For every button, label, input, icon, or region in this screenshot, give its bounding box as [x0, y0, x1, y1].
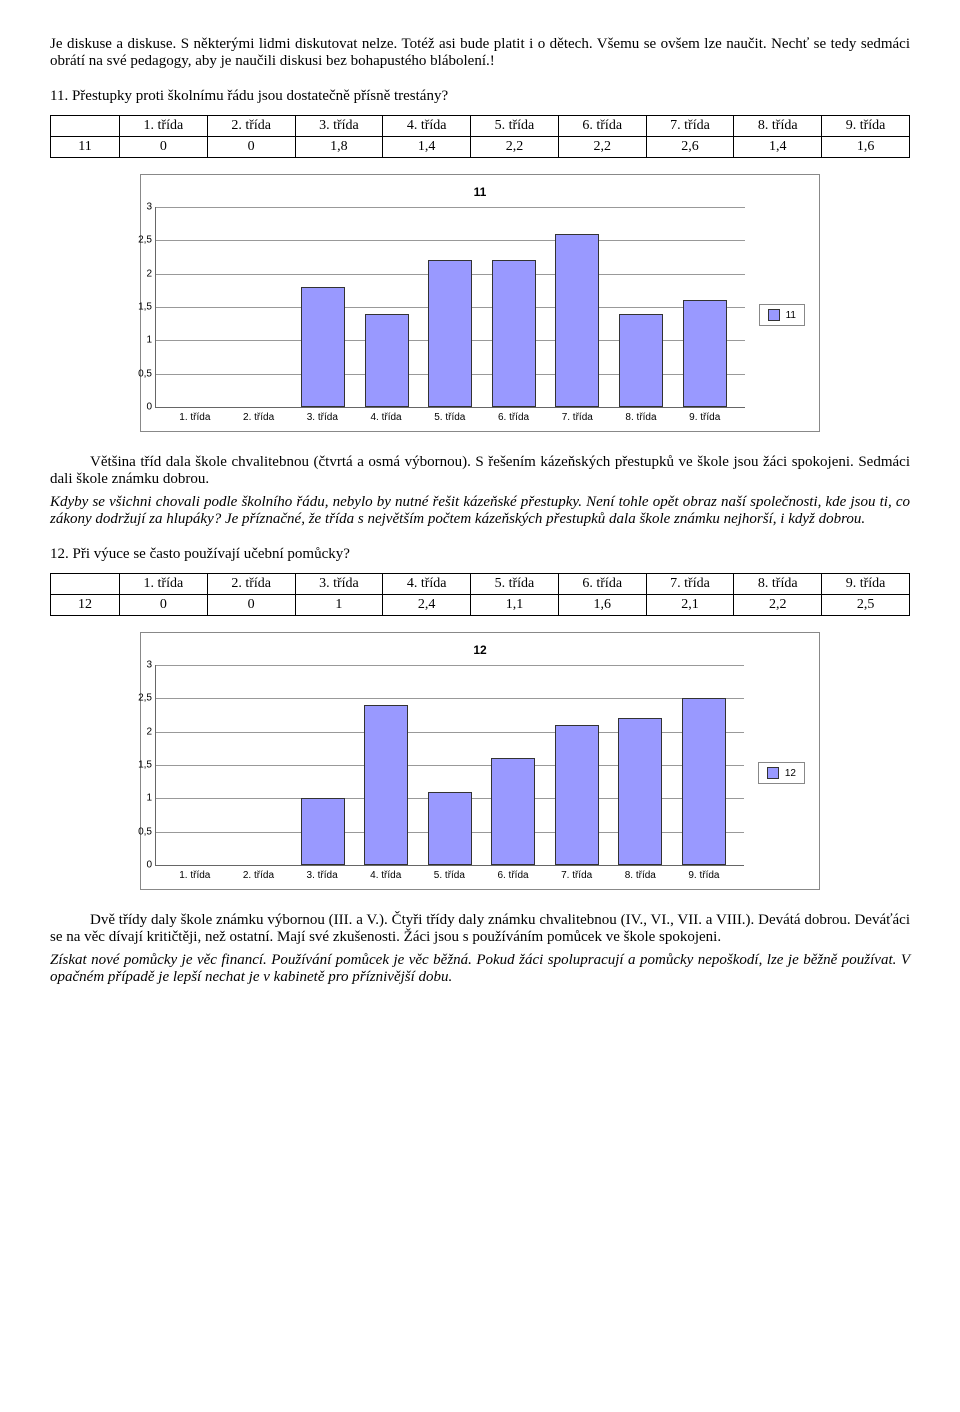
- legend-swatch-icon: [767, 767, 779, 779]
- bar: [555, 725, 599, 865]
- analysis-paragraph: Dvě třídy daly škole známku výbornou (II…: [50, 912, 910, 946]
- chart-title: 11: [155, 185, 805, 199]
- question-12: 12. Při výuce se často používají učební …: [50, 546, 910, 563]
- header-cell: 7. třída: [646, 574, 734, 595]
- cell: 2,2: [734, 595, 822, 616]
- legend-label: 11: [786, 310, 796, 321]
- cell: 1,8: [295, 137, 383, 158]
- bar: [301, 798, 345, 865]
- cell: 0: [207, 137, 295, 158]
- x-axis-label: 3. třída: [300, 870, 344, 881]
- cell: 1,1: [471, 595, 559, 616]
- bar: [492, 260, 536, 407]
- x-axis-label: 6. třída: [492, 412, 536, 423]
- cell: 0: [120, 595, 208, 616]
- cell: 0: [207, 595, 295, 616]
- header-cell: 9. třída: [822, 574, 910, 595]
- chart-12: 12 00,511,522,53 1. třída 2. třída 3. tříd…: [140, 632, 820, 890]
- cell: 2,1: [646, 595, 734, 616]
- cell: 1,4: [383, 137, 471, 158]
- cell: 1,6: [558, 595, 646, 616]
- header-cell: 1. třída: [120, 574, 208, 595]
- header-cell: 6. třída: [558, 574, 646, 595]
- header-cell: 7. třída: [646, 116, 734, 137]
- x-axis-label: 2. třída: [236, 870, 280, 881]
- analysis-paragraph: Většina tříd dala škole chvalitebnou (čt…: [50, 454, 910, 488]
- x-axis-label: 6. třída: [491, 870, 535, 881]
- bar: [301, 287, 345, 407]
- x-axis-label: 3. třída: [300, 412, 344, 423]
- intro-paragraph: Je diskuse a diskuse. S některými lidmi …: [50, 36, 910, 70]
- x-axis-label: 9. třída: [682, 870, 726, 881]
- x-axis-label: 7. třída: [555, 412, 599, 423]
- cell: 2,5: [822, 595, 910, 616]
- x-axis-label: 8. třída: [619, 412, 663, 423]
- chart-xlabels-11: 1. třída 2. třída 3. třída 4. třída 5. třída…: [155, 408, 745, 423]
- bar: [364, 705, 408, 865]
- cell: 1: [295, 595, 383, 616]
- bar: [619, 314, 663, 407]
- header-cell: 2. třída: [207, 116, 295, 137]
- row-label: 12: [51, 595, 120, 616]
- header-cell: 6. třída: [558, 116, 646, 137]
- cell: 1,4: [734, 137, 822, 158]
- row-label: 11: [51, 137, 120, 158]
- x-axis-label: 5. třída: [428, 412, 472, 423]
- cell: 2,4: [383, 595, 471, 616]
- bar: [683, 300, 727, 407]
- chart-legend: 11: [759, 304, 805, 326]
- x-axis-label: 5. třída: [427, 870, 471, 881]
- header-cell: 4. třída: [383, 116, 471, 137]
- legend-swatch-icon: [768, 309, 780, 321]
- legend-label: 12: [785, 768, 796, 779]
- commentary-paragraph: Získat nové pomůcky je věc financí. Použ…: [50, 952, 910, 986]
- cell: 2,6: [646, 137, 734, 158]
- table-header-row: 1. třída 2. třída 3. třída 4. třída 5. t…: [51, 574, 910, 595]
- bar: [428, 792, 472, 865]
- table-header-row: 1. třída 2. třída 3. třída 4. třída 5. t…: [51, 116, 910, 137]
- chart-legend: 12: [758, 762, 805, 784]
- chart-11: 11 00,511,522,53 1. třída 2. třída 3. tříd…: [140, 174, 820, 432]
- bar: [618, 718, 662, 865]
- table-11: 1. třída 2. třída 3. třída 4. třída 5. t…: [50, 115, 910, 158]
- chart-xlabels-12: 1. třída 2. třída 3. třída 4. třída 5. třída…: [155, 866, 744, 881]
- bar: [682, 698, 726, 865]
- chart-plot-11: 00,511,522,53: [155, 207, 745, 408]
- header-cell: 3. třída: [295, 116, 383, 137]
- header-cell: 2. třída: [207, 574, 295, 595]
- cell: 0: [120, 137, 208, 158]
- x-axis-label: 1. třída: [173, 412, 217, 423]
- table-row: 12 0 0 1 2,4 1,1 1,6 2,1 2,2 2,5: [51, 595, 910, 616]
- table-row: 11 0 0 1,8 1,4 2,2 2,2 2,6 1,4 1,6: [51, 137, 910, 158]
- header-empty: [51, 574, 120, 595]
- x-axis-label: 7. třída: [555, 870, 599, 881]
- question-11: 11. Přestupky proti školnímu řádu jsou d…: [50, 88, 910, 105]
- header-cell: 1. třída: [120, 116, 208, 137]
- header-cell: 8. třída: [734, 574, 822, 595]
- header-cell: 8. třída: [734, 116, 822, 137]
- bar: [428, 260, 472, 407]
- header-cell: 5. třída: [471, 116, 559, 137]
- header-empty: [51, 116, 120, 137]
- table-12: 1. třída 2. třída 3. třída 4. třída 5. t…: [50, 573, 910, 616]
- bar: [491, 758, 535, 865]
- header-cell: 4. třída: [383, 574, 471, 595]
- header-cell: 9. třída: [822, 116, 910, 137]
- x-axis-label: 1. třída: [173, 870, 217, 881]
- x-axis-label: 4. třída: [364, 870, 408, 881]
- bar: [555, 234, 599, 407]
- bar: [365, 314, 409, 407]
- chart-plot-12: 00,511,522,53: [155, 665, 744, 866]
- cell: 1,6: [822, 137, 910, 158]
- cell: 2,2: [471, 137, 559, 158]
- cell: 2,2: [558, 137, 646, 158]
- x-axis-label: 8. třída: [618, 870, 662, 881]
- x-axis-label: 9. třída: [683, 412, 727, 423]
- header-cell: 5. třída: [471, 574, 559, 595]
- commentary-paragraph: Kdyby se všichni chovali podle školního …: [50, 494, 910, 528]
- header-cell: 3. třída: [295, 574, 383, 595]
- x-axis-label: 4. třída: [364, 412, 408, 423]
- chart-title: 12: [155, 643, 805, 657]
- x-axis-label: 2. třída: [237, 412, 281, 423]
